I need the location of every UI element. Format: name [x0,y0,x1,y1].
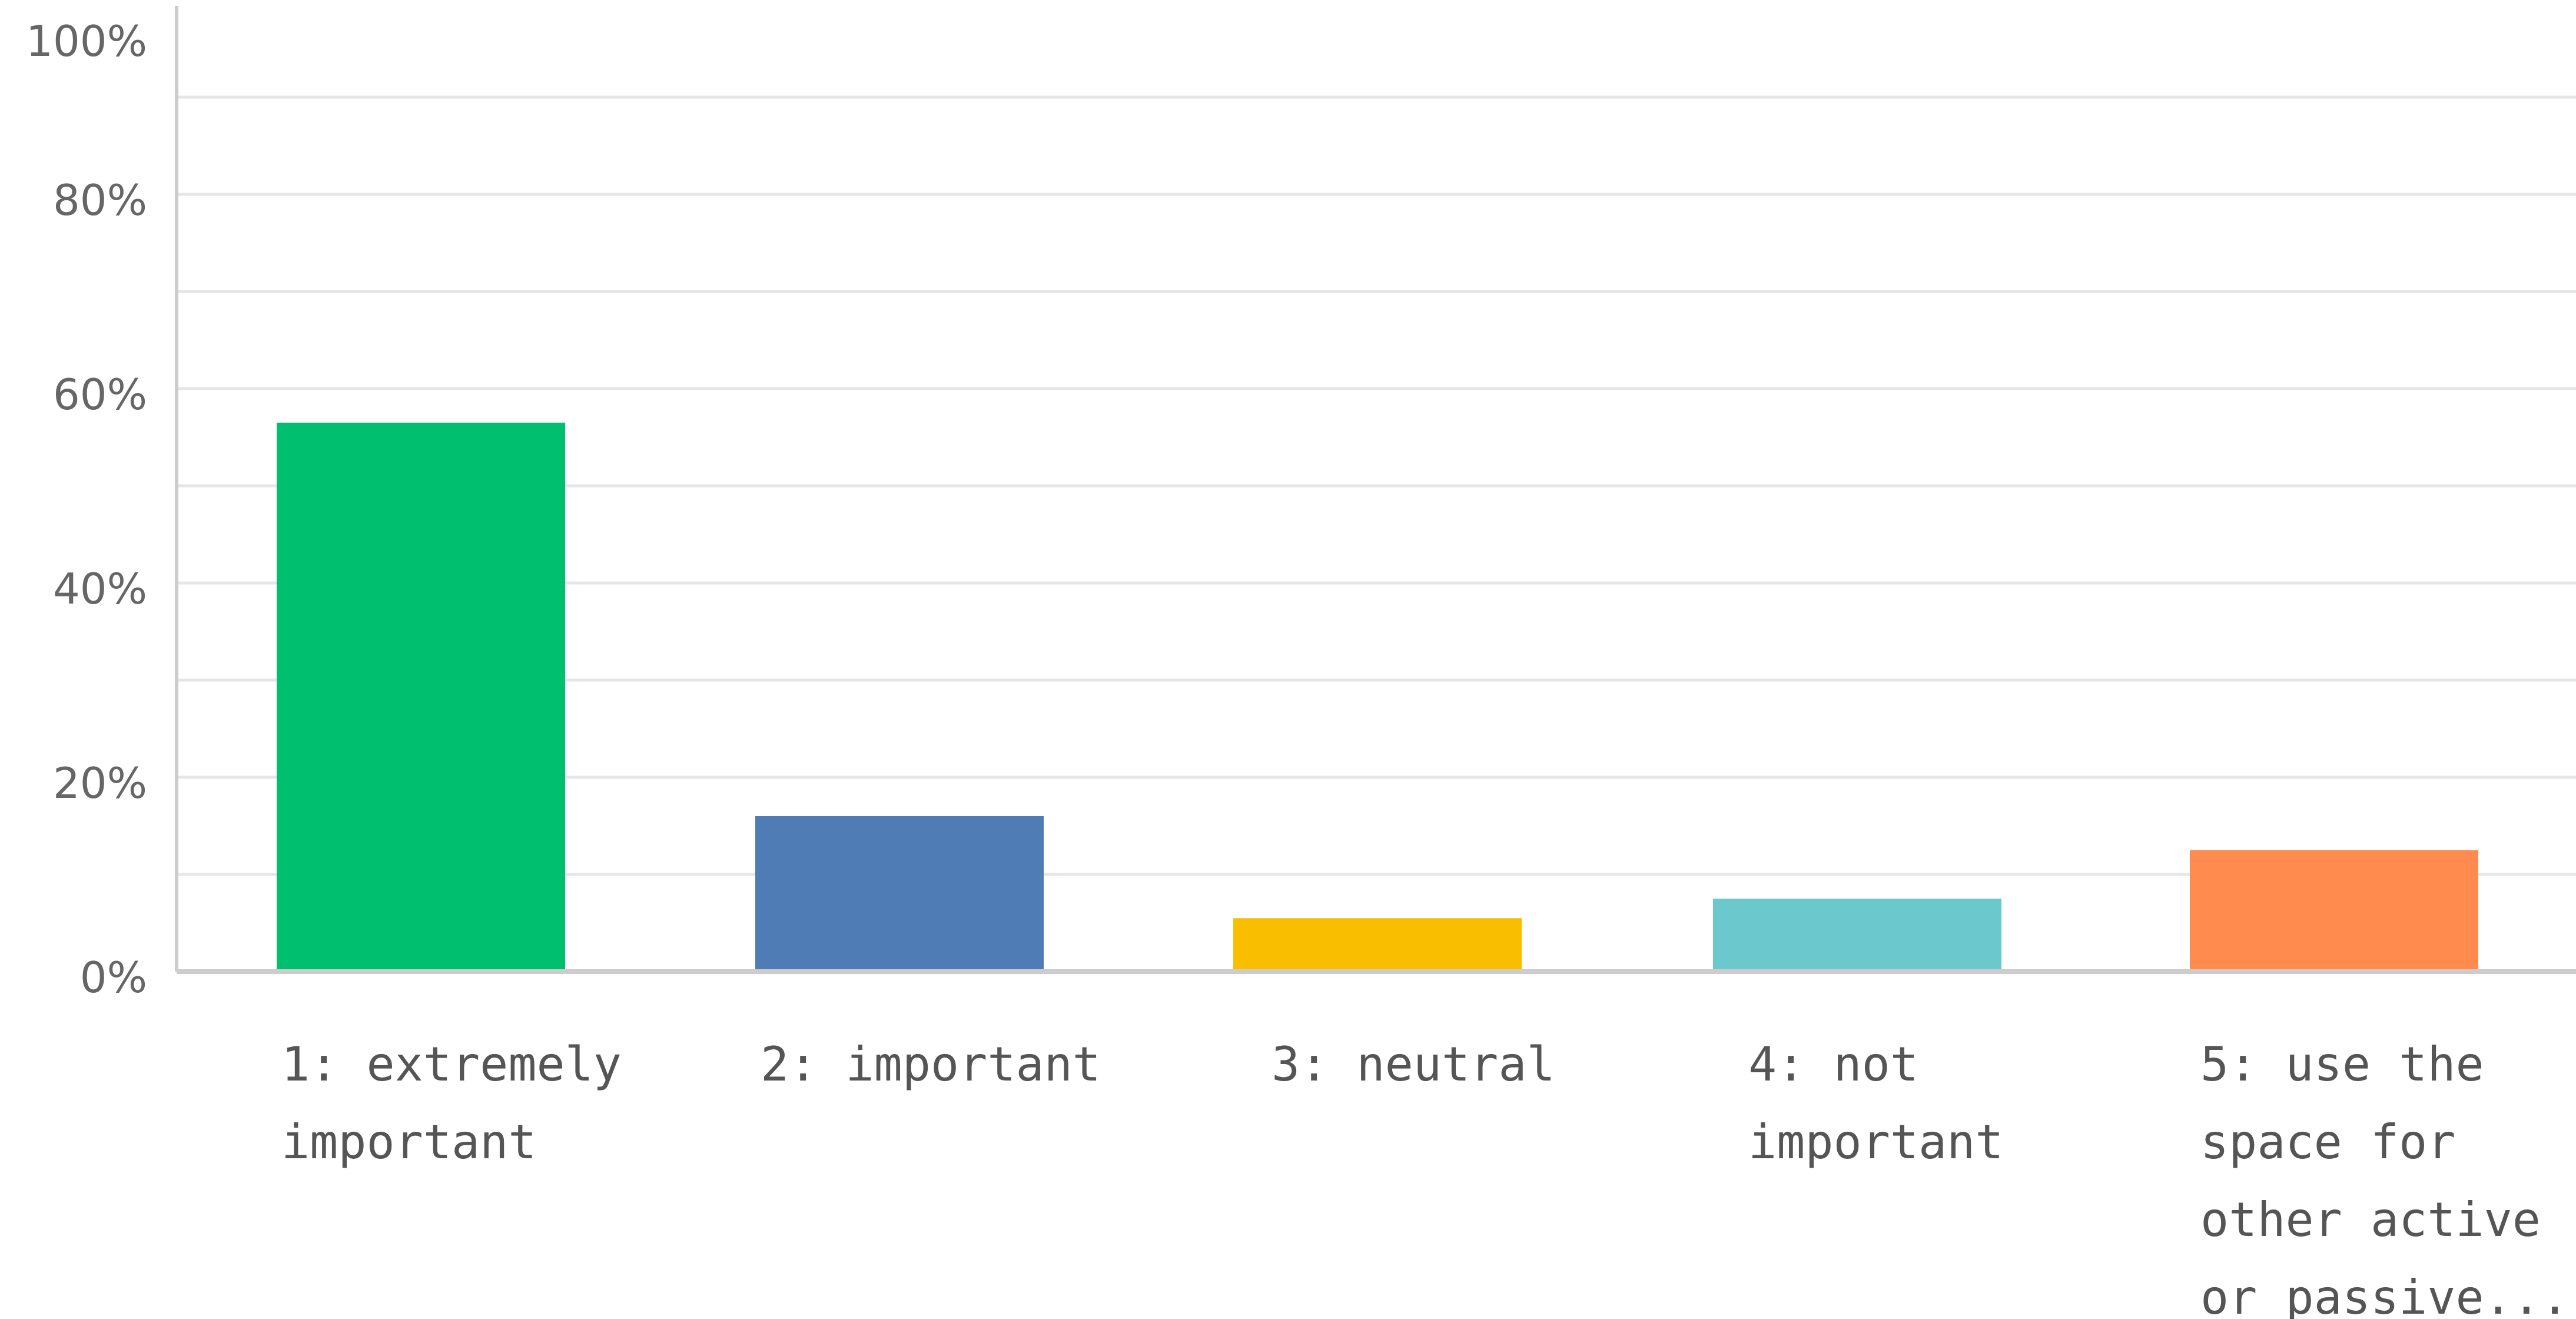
bar [2190,850,2478,972]
bar [1233,918,1522,972]
gridlines [177,95,2576,876]
bar [1713,899,2001,972]
y-tick-label: 80% [53,175,147,225]
y-tick-label: 40% [53,564,147,614]
y-tick-label: 20% [53,758,147,808]
bar [277,422,565,972]
y-tick-label: 60% [53,370,147,419]
x-category-label: 1: extremely important [281,1037,622,1169]
y-tick-label: 100% [26,16,147,66]
y-tick-labels: 0% 20% 40% 60% 80% 100% [26,16,147,1002]
axes [175,6,2576,974]
x-category-label: 5: use the space for other active or passiv… [2200,1037,2569,1319]
x-category-labels: 1: extremely important 2: important 3: neut… [281,1037,2569,1319]
x-category-label: 2: important [761,1037,1101,1092]
bars [277,422,2478,972]
x-category-label: 3: neutral [1272,1037,1555,1092]
y-tick-label: 0% [80,953,147,1002]
x-category-label: 4: not important [1748,1037,2003,1169]
bar [755,816,1044,972]
